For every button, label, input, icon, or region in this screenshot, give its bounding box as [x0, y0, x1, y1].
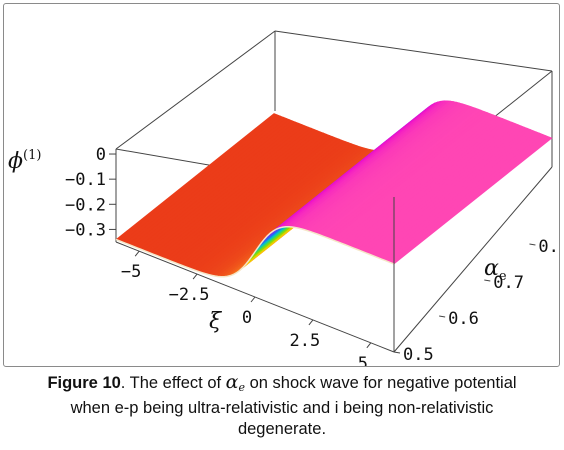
- caption-text-before: . The effect of: [120, 374, 226, 392]
- y-tick-mark: [484, 279, 491, 282]
- y-tick-label: 0.6: [448, 309, 479, 329]
- x-axis-ticks: −5 −2.5 0 2.5 5: [121, 250, 372, 366]
- y-tick-label: 0.8: [538, 237, 559, 257]
- z-axis-label: ϕ(1): [8, 148, 41, 174]
- caption-line-2: when e-p being ultra-relativistic and i …: [70, 399, 494, 417]
- figure-frame: 0 −0.1 −0.2 −0.3 −5 −2.5 0 2.5 5 0.5 0.6 0.7 0.8 ϕ…: [3, 3, 560, 367]
- z-tick-label: −0.2: [65, 195, 106, 215]
- y-axis-ticks: 0.5 0.6 0.7 0.8: [393, 237, 559, 365]
- y-axis-label: αe: [484, 256, 507, 284]
- caption-line-1: Figure 10. The effect of αe on shock wav…: [0, 372, 564, 398]
- z-axis-ticks: 0 −0.1 −0.2 −0.3: [65, 145, 116, 240]
- x-tick-mark: [192, 273, 198, 280]
- y-tick-label: 0.5: [403, 345, 434, 365]
- x-tick-mark: [134, 250, 140, 257]
- x-tick-label: 2.5: [290, 331, 321, 351]
- z-tick-label: −0.3: [65, 220, 106, 240]
- x-tick-label: −2.5: [169, 285, 210, 305]
- box-edge-bottom-right: [393, 166, 553, 353]
- caption-symbol-sub: e: [238, 381, 246, 394]
- caption-symbol: α: [225, 371, 239, 393]
- box-edge-back-top: [274, 30, 553, 72]
- x-tick-mark: [308, 319, 314, 326]
- caption-line-3: degenerate.: [237, 420, 327, 438]
- z-tick-label: 0: [96, 145, 106, 165]
- y-tick-label: 0.7: [493, 273, 524, 293]
- x-tick-label: −5: [121, 262, 141, 282]
- caption-lead: Figure 10: [47, 374, 121, 392]
- y-tick-mark: [439, 315, 446, 318]
- surface-plot: 0 −0.1 −0.2 −0.3 −5 −2.5 0 2.5 5 0.5 0.6 0.7 0.8 ϕ…: [8, 30, 559, 366]
- surface-front-edge: [115, 226, 395, 278]
- box-edge-back-left: [115, 30, 276, 150]
- y-tick-mark: [529, 243, 536, 246]
- y-tick-mark: [393, 351, 401, 354]
- surface-mesh: [115, 100, 553, 278]
- figure-caption: Figure 10. The effect of αe on shock wav…: [0, 372, 564, 440]
- x-tick-label: 0: [242, 308, 252, 328]
- z-tick-label: −0.1: [65, 170, 106, 190]
- x-axis-label: ξ: [209, 309, 223, 334]
- x-tick-mark: [366, 342, 372, 349]
- x-tick-label: 5: [358, 354, 368, 366]
- caption-text-after: on shock wave for negative potential: [245, 374, 517, 392]
- x-tick-mark: [250, 296, 256, 303]
